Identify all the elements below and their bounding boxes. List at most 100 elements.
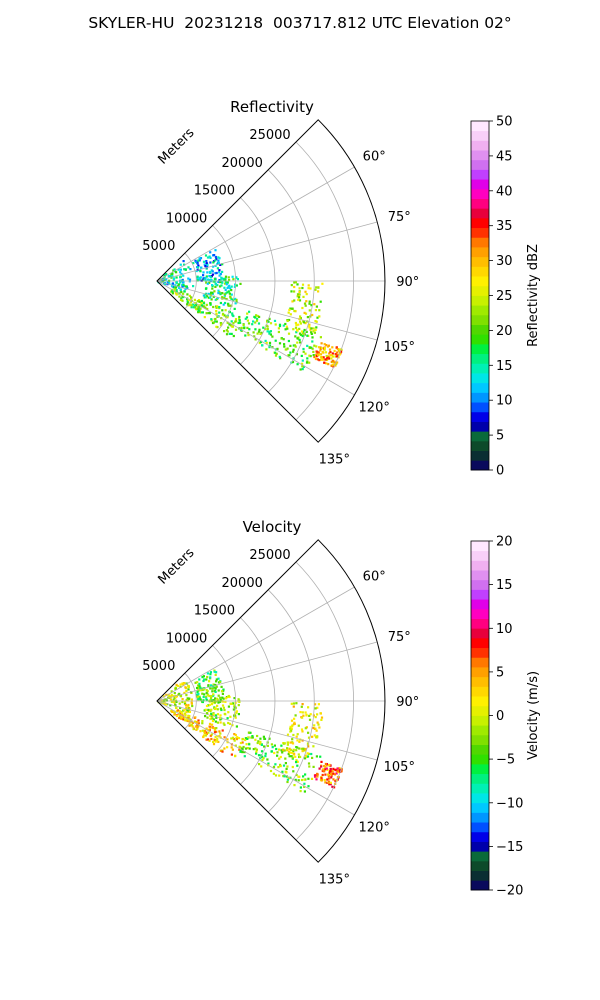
echo-gate: [228, 332, 231, 335]
echo-gate: [295, 331, 298, 334]
echo-gate: [230, 320, 233, 323]
colorbar-tick-label: 50: [496, 115, 513, 130]
echo-gate: [246, 326, 249, 329]
echo-gate: [221, 296, 224, 299]
echo-gate: [197, 307, 200, 310]
echo-gate: [170, 700, 173, 703]
echo-gate: [295, 702, 298, 705]
echo-gate: [243, 751, 246, 754]
colorbar-segment: [471, 851, 489, 862]
colorbar-segment: [471, 705, 489, 716]
echo-gate: [179, 281, 182, 284]
echo-gate: [311, 336, 314, 339]
azimuth-spoke: [156, 280, 355, 396]
echo-gate: [230, 324, 233, 327]
echo-gate: [230, 289, 233, 292]
echo-gate: [294, 755, 297, 758]
echo-gate: [175, 683, 178, 686]
echo-gate: [223, 293, 226, 296]
echo-gate: [227, 705, 230, 708]
echo-gate: [256, 734, 259, 738]
echo-gate: [253, 335, 256, 338]
echo-gate: [246, 747, 249, 750]
echo-gate: [215, 671, 218, 674]
echo-gate: [204, 287, 208, 290]
echo-gate: [252, 748, 255, 751]
echo-gate: [194, 259, 197, 262]
echo-gate: [324, 773, 327, 776]
echo-gate: [226, 746, 229, 749]
echo-gate: [194, 716, 197, 719]
echo-gate: [302, 295, 305, 298]
echo-gate: [206, 271, 209, 274]
echo-gate: [195, 720, 199, 724]
colorbar-segment: [471, 657, 489, 668]
echo-gate: [219, 718, 222, 721]
echo-gate: [295, 749, 298, 752]
echo-gate: [267, 762, 270, 765]
echo-gate: [176, 714, 179, 718]
echo-gate: [313, 724, 316, 727]
echo-gate: [216, 704, 219, 707]
echo-gate: [222, 697, 225, 700]
echo-gate: [209, 261, 212, 264]
echo-gate: [297, 779, 300, 782]
echo-gate: [207, 312, 210, 315]
echo-gate: [332, 767, 335, 770]
echo-gate: [169, 695, 172, 698]
echo-gate: [186, 287, 189, 290]
echo-gate: [182, 292, 185, 295]
echo-gate: [274, 323, 277, 326]
echo-gate: [232, 736, 235, 739]
echo-gate: [234, 755, 237, 758]
echo-gate: [213, 686, 216, 689]
echo-gate: [301, 306, 304, 310]
echo-gate: [162, 695, 165, 698]
echo-gate: [289, 725, 292, 728]
echo-gate: [220, 685, 223, 688]
echo-gate: [239, 321, 242, 324]
colorbar-segment: [471, 763, 489, 775]
colorbar-label: Reflectivity dBZ: [526, 244, 541, 347]
echo-gate: [335, 362, 338, 366]
echo-gate: [185, 699, 188, 702]
echo-gate: [182, 260, 185, 263]
echo-gate: [298, 296, 301, 299]
echo-gate: [225, 696, 228, 699]
echo-gate: [324, 358, 327, 361]
echo-gate: [294, 778, 297, 781]
echo-gate: [303, 782, 306, 785]
echo-gate: [180, 710, 183, 713]
colorbar-segment: [471, 744, 489, 755]
echo-gate: [271, 746, 274, 749]
echo-gate: [310, 346, 313, 349]
echo-gate: [318, 726, 321, 729]
echo-gate: [219, 700, 222, 703]
echo-gate: [257, 322, 261, 325]
echo-gate: [266, 328, 269, 331]
echo-gate: [224, 309, 227, 312]
echo-gate: [320, 765, 323, 768]
echo-gate: [192, 306, 195, 309]
echo-gate: [187, 703, 190, 707]
echo-gate: [187, 277, 190, 280]
echo-gate: [165, 273, 168, 276]
echo-gate: [214, 720, 217, 723]
echo-gate: [279, 765, 282, 768]
echo-gate: [289, 344, 292, 347]
echo-gate: [314, 727, 317, 730]
echo-gate: [183, 712, 187, 715]
echo-gate: [183, 263, 186, 266]
echo-gate: [205, 727, 208, 730]
echo-gate: [286, 741, 289, 744]
echo-gate: [175, 271, 178, 274]
echo-gate: [202, 305, 205, 308]
echo-gate: [163, 283, 166, 286]
echo-gate: [298, 287, 301, 290]
echo-gate: [326, 768, 329, 771]
echo-gate: [206, 256, 210, 259]
echo-gate: [278, 323, 282, 326]
echo-gate: [310, 777, 314, 780]
echo-gate: [289, 727, 292, 730]
echo-gate: [298, 327, 301, 330]
